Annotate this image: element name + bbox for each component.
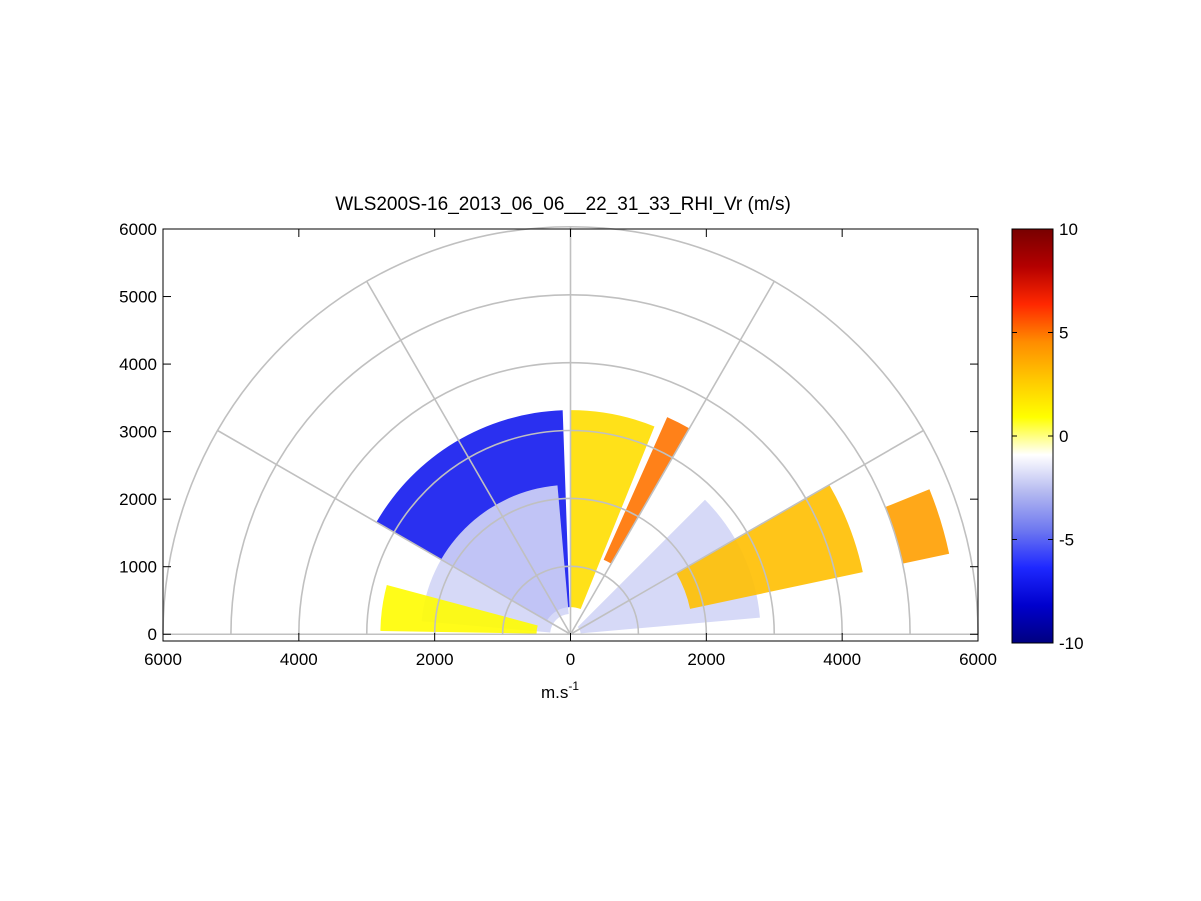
azimuth-spoke-60: [569, 280, 775, 635]
y-tick-label: 0: [148, 625, 157, 644]
x-axis-label-exponent: -1: [568, 679, 579, 693]
x-axis-label-base: m.s: [541, 683, 568, 702]
x-tick-label: 4000: [823, 650, 861, 669]
y-tick-label: 3000: [119, 423, 157, 442]
x-tick-label: 6000: [959, 650, 997, 669]
azimuth-spoke-30: [570, 429, 924, 635]
velocity-region-2: [380, 585, 538, 634]
y-tick-label: 4000: [119, 355, 157, 374]
x-axis: 6000 4000 2000 0 2000 4000 6000: [144, 229, 997, 669]
velocity-region-1: [421, 485, 569, 633]
colorbar-ticks: -10 -5 0 5 10: [1012, 220, 1084, 653]
velocity-region-7: [885, 489, 950, 564]
x-tick-label: 2000: [416, 650, 454, 669]
polar-grid: [162, 226, 979, 636]
x-tick-label: 6000: [144, 650, 182, 669]
y-tick-label: 1000: [119, 558, 157, 577]
x-axis-label: m.s-1: [541, 679, 579, 702]
x-tick-label: 4000: [280, 650, 318, 669]
y-tick-label: 6000: [119, 220, 157, 239]
azimuth-spoke-150: [217, 429, 571, 635]
velocity-region-3: [570, 410, 655, 610]
chart-title: WLS200S-16_2013_06_06__22_31_33_RHI_Vr (…: [335, 194, 791, 215]
y-tick-label: 5000: [119, 288, 157, 307]
colorbar-tick-label: 0: [1059, 427, 1068, 446]
colorbar: [1011, 228, 1054, 644]
x-tick-label: 0: [566, 650, 575, 669]
colorbar-tick-label: -10: [1059, 634, 1084, 653]
velocity-region-4: [603, 417, 690, 564]
y-axis: 0 1000 2000 3000 4000 5000 6000: [119, 220, 978, 644]
azimuth-spoke-120: [366, 280, 572, 635]
colorbar-tick-label: 5: [1059, 324, 1068, 343]
velocity-field: [376, 410, 950, 634]
colorbar-tick-label: -5: [1059, 531, 1074, 550]
velocity-region-6: [676, 484, 863, 609]
x-tick-label: 2000: [687, 650, 725, 669]
y-tick-label: 2000: [119, 490, 157, 509]
colorbar-tick-label: 10: [1059, 220, 1078, 239]
